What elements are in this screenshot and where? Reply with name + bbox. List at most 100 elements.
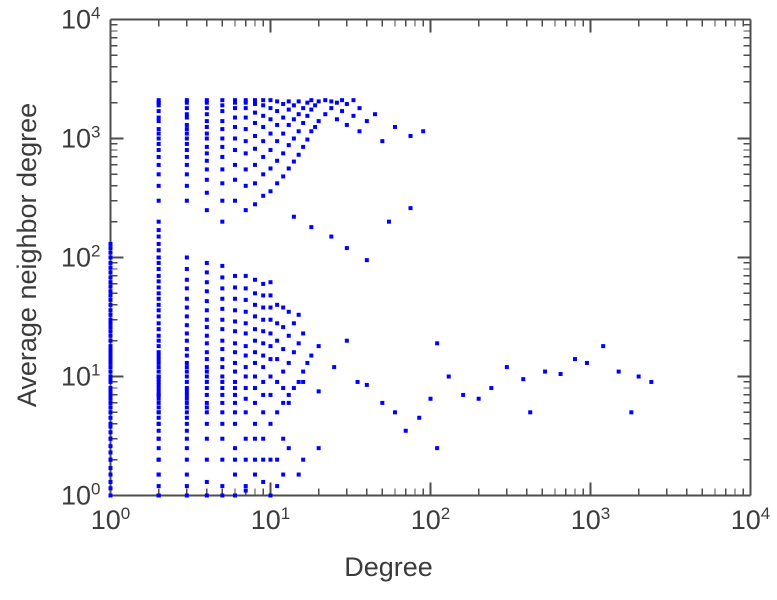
data-point — [184, 115, 189, 120]
data-point — [184, 428, 189, 433]
data-point — [184, 323, 189, 328]
data-point — [156, 136, 161, 141]
data-point — [243, 396, 248, 401]
data-point — [204, 177, 209, 182]
data-point — [108, 347, 113, 352]
data-point — [243, 353, 248, 358]
data-point — [364, 258, 369, 263]
data-point — [572, 357, 577, 362]
data-point — [184, 305, 189, 310]
data-point — [108, 293, 113, 298]
data-point — [268, 106, 273, 111]
data-point — [156, 327, 161, 332]
data-point — [252, 350, 257, 355]
data-point — [428, 396, 433, 401]
y-tick-label: 103 — [60, 122, 101, 153]
data-point — [281, 325, 286, 330]
data-point — [243, 436, 248, 441]
data-point — [156, 338, 161, 343]
data-point — [275, 338, 280, 343]
data-point — [156, 267, 161, 272]
data-point — [252, 386, 257, 391]
data-point — [268, 293, 273, 298]
data-point — [184, 396, 189, 401]
data-point — [281, 131, 286, 136]
data-point — [156, 389, 161, 394]
data-point — [204, 317, 209, 322]
x-tick-label: 103 — [570, 503, 611, 535]
data-point — [261, 479, 266, 484]
data-point — [616, 369, 621, 374]
data-point — [291, 386, 296, 391]
data-point — [268, 317, 273, 322]
data-point — [305, 100, 310, 105]
axis-ticks — [109, 18, 752, 497]
data-point — [296, 312, 301, 317]
data-point — [156, 374, 161, 379]
data-point — [281, 115, 286, 120]
data-point — [334, 100, 339, 105]
data-point — [184, 255, 189, 260]
data-point — [275, 109, 280, 114]
data-point — [243, 115, 248, 120]
data-point — [417, 415, 422, 420]
data-point — [268, 392, 273, 397]
data-point — [233, 392, 237, 397]
data-point — [268, 357, 273, 362]
data-point — [108, 374, 113, 379]
data-point — [108, 415, 113, 420]
data-point — [268, 344, 273, 349]
data-point — [204, 119, 209, 124]
data-point — [108, 353, 113, 358]
data-point — [184, 415, 189, 420]
data-point — [156, 127, 161, 132]
data-point — [204, 136, 209, 141]
data-point — [108, 430, 113, 435]
data-point — [268, 331, 273, 336]
data-point — [156, 365, 161, 370]
y-axis-label: Average neighbor degree — [12, 102, 42, 408]
data-point — [296, 472, 301, 477]
data-point — [301, 369, 306, 374]
data-point — [261, 293, 266, 298]
data-point — [108, 255, 113, 260]
data-point — [305, 137, 310, 142]
data-point — [261, 193, 266, 198]
data-point — [243, 386, 248, 391]
data-point — [636, 374, 641, 379]
data-point — [108, 280, 113, 285]
data-point — [220, 167, 225, 172]
data-point — [108, 333, 113, 338]
data-point — [233, 350, 237, 355]
data-point — [184, 198, 189, 203]
data-point — [184, 421, 189, 426]
data-point — [184, 314, 189, 319]
data-point — [309, 129, 314, 134]
data-point — [275, 410, 280, 415]
data-point — [243, 309, 248, 314]
data-point — [435, 341, 440, 346]
data-point — [108, 424, 113, 429]
data-points — [108, 98, 654, 498]
data-point — [233, 162, 237, 167]
data-point — [156, 172, 161, 177]
data-point — [184, 277, 189, 282]
data-point — [252, 472, 257, 477]
data-point — [220, 386, 225, 391]
data-point — [156, 219, 161, 224]
data-point — [184, 162, 189, 167]
data-point — [435, 446, 440, 451]
data-point — [286, 446, 291, 451]
data-point — [156, 115, 161, 120]
data-point — [252, 120, 257, 125]
data-point — [184, 386, 189, 391]
data-point — [184, 374, 189, 379]
data-point — [252, 133, 257, 138]
data-point — [233, 319, 237, 324]
data-point — [268, 457, 273, 462]
data-point — [108, 396, 113, 401]
data-point — [281, 400, 286, 405]
data-point — [204, 151, 209, 156]
data-point — [332, 365, 337, 370]
